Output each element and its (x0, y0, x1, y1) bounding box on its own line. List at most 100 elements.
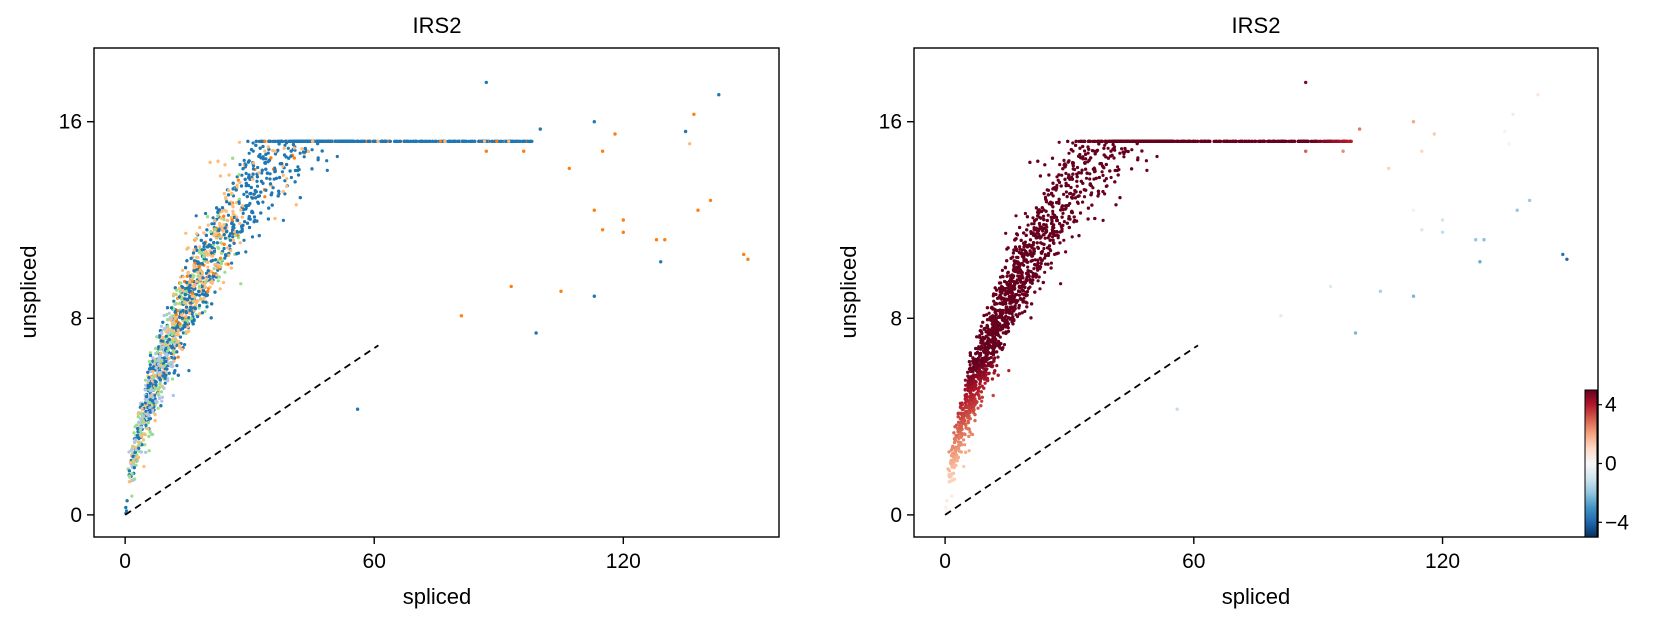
scatter-point (299, 196, 302, 199)
scatter-point (168, 338, 171, 341)
scatter-point (134, 448, 137, 451)
scatter-point (335, 140, 338, 143)
scatter-point (227, 263, 230, 266)
scatter-point (164, 382, 167, 385)
scatter-point (158, 382, 161, 385)
scatter-point (137, 447, 140, 450)
scatter-point (529, 140, 532, 143)
scatter-point (134, 425, 137, 428)
scatter-point (350, 140, 353, 143)
scatter-point (443, 140, 446, 143)
scatter-point (207, 224, 210, 227)
scatter-point (184, 266, 187, 269)
scatter-point (174, 311, 177, 314)
scatter-point (363, 140, 366, 143)
scatter-point (211, 254, 214, 257)
scatter-point (154, 347, 157, 350)
scatter-point (256, 175, 259, 178)
scatter-point (148, 385, 151, 388)
scatter-point (253, 220, 256, 223)
scatter-point (202, 255, 205, 258)
scatter-point (275, 177, 278, 180)
scatter-point (151, 396, 154, 399)
scatter-point (185, 290, 188, 293)
scatter-point (142, 438, 145, 441)
scatter-point (201, 271, 204, 274)
scatter-point (142, 415, 145, 418)
scatter-point (160, 339, 163, 342)
scatter-point (166, 379, 169, 382)
scatter-point (232, 182, 235, 185)
scatter-point (227, 214, 230, 217)
scatter-point (181, 327, 184, 330)
scatter-point (215, 273, 218, 276)
scatter-point (273, 217, 276, 220)
scatter-point (212, 216, 215, 219)
scatter-point (256, 201, 259, 204)
scatter-point (218, 265, 221, 268)
scatter-point (147, 435, 150, 438)
scatter-point (171, 333, 174, 336)
scatter-point (239, 208, 242, 211)
scatter-point (285, 163, 288, 166)
scatter-point (192, 322, 195, 325)
scatter-point (140, 432, 143, 435)
scatter-point (133, 466, 136, 469)
scatter-point (181, 286, 184, 289)
scatter-point (251, 178, 254, 181)
scatter-point (205, 234, 208, 237)
scatter-point (171, 314, 174, 317)
scatter-point (133, 441, 136, 444)
scatter-point (227, 193, 230, 196)
scatter-point (138, 443, 141, 446)
scatter-point (311, 140, 314, 143)
scatter-point (133, 460, 136, 463)
left-axes-frame (94, 48, 779, 537)
scatter-point (168, 312, 171, 315)
scatter-point (158, 397, 161, 400)
scatter-point (507, 140, 510, 143)
scatter-point (202, 242, 205, 245)
scatter-point (241, 224, 244, 227)
scatter-point (449, 140, 452, 143)
scatter-point (280, 162, 283, 165)
scatter-point (292, 143, 295, 146)
scatter-point (196, 256, 199, 259)
scatter-point (980, 325, 983, 328)
scatter-point (224, 196, 227, 199)
scatter-point (224, 226, 227, 229)
scatter-point (223, 163, 226, 166)
scatter-point (148, 414, 151, 417)
scatter-point (325, 159, 328, 162)
scatter-point (188, 284, 191, 287)
scatter-point (239, 241, 242, 244)
scatter-point (228, 234, 231, 237)
scatter-point (240, 184, 243, 187)
scatter-point (181, 269, 184, 272)
scatter-point (263, 140, 266, 143)
scatter-point (314, 140, 317, 143)
outlier-point (709, 199, 712, 202)
scatter-point (198, 245, 201, 248)
scatter-point (964, 379, 967, 382)
scatter-point (1088, 177, 1091, 180)
scatter-point (290, 176, 293, 179)
scatter-point (124, 506, 127, 509)
scatter-point (217, 247, 220, 250)
scatter-point (238, 141, 241, 144)
scatter-point (267, 145, 270, 148)
scatter-point (213, 263, 216, 266)
left-points (124, 81, 749, 515)
scatter-point (243, 159, 246, 162)
scatter-point (141, 407, 144, 410)
scatter-point (202, 231, 205, 234)
scatter-point (223, 233, 226, 236)
scatter-point (274, 140, 277, 143)
scatter-point (256, 166, 259, 169)
scatter-point (1102, 219, 1105, 222)
scatter-point (1007, 369, 1010, 372)
scatter-point (187, 246, 190, 249)
scatter-point (198, 312, 201, 315)
scatter-point (247, 161, 250, 164)
